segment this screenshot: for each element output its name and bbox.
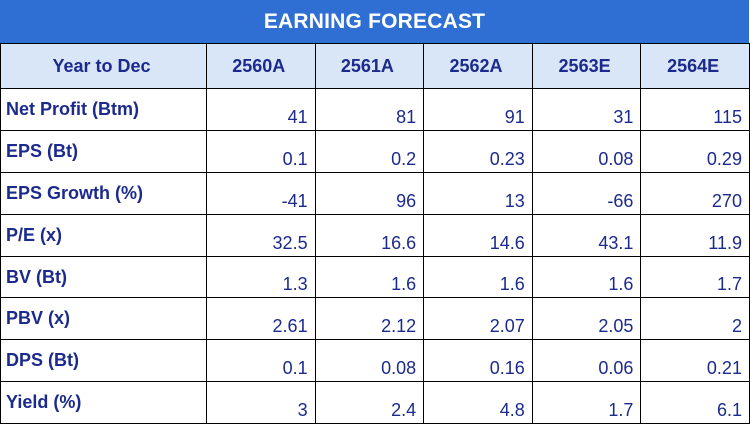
row-label: Net Profit (Btm) — [0, 88, 207, 131]
row-label: Yield (%) — [0, 381, 207, 424]
cell-value: 14.6 — [423, 213, 533, 257]
cell-value: 3 — [206, 381, 316, 424]
cell-value: 13 — [423, 171, 533, 215]
cell-value: 91 — [423, 88, 533, 131]
row-label: PBV (x) — [0, 297, 207, 341]
table-row: EPS (Bt) 0.1 0.2 0.23 0.08 0.29 — [0, 129, 750, 173]
header-row-label: Year to Dec — [0, 43, 207, 89]
cell-value: -66 — [531, 171, 642, 215]
row-label: EPS (Bt) — [0, 129, 207, 173]
cell-value: 0.1 — [206, 339, 316, 383]
cell-value: 11.9 — [640, 213, 750, 257]
cell-value: 0.29 — [640, 129, 750, 173]
header-year: 2563E — [531, 43, 642, 89]
cell-value: 96 — [314, 171, 425, 215]
cell-value: 41 — [206, 88, 316, 131]
cell-value: 43.1 — [531, 213, 642, 257]
earning-forecast-table: Year to Dec 2560A 2561A 2562A 2563E 2564… — [0, 43, 750, 424]
cell-value: 0.1 — [206, 129, 316, 173]
header-year: 2562A — [423, 43, 533, 89]
cell-value: 270 — [640, 171, 750, 215]
cell-value: 2 — [640, 297, 750, 341]
cell-value: 2.12 — [314, 297, 425, 341]
cell-value: 31 — [531, 88, 642, 131]
cell-value: 1.6 — [423, 255, 533, 299]
cell-value: 2.4 — [314, 381, 425, 424]
row-label: DPS (Bt) — [0, 339, 207, 383]
header-year: 2561A — [314, 43, 425, 89]
cell-value: 0.21 — [640, 339, 750, 383]
cell-value: 32.5 — [206, 213, 316, 257]
cell-value: -41 — [206, 171, 316, 215]
cell-value: 4.8 — [423, 381, 533, 424]
cell-value: 115 — [640, 88, 750, 131]
cell-value: 0.08 — [531, 129, 642, 173]
header-row: Year to Dec 2560A 2561A 2562A 2563E 2564… — [0, 43, 750, 89]
table-row: DPS (Bt) 0.1 0.08 0.16 0.06 0.21 — [0, 339, 750, 383]
cell-value: 1.7 — [531, 381, 642, 424]
cell-value: 0.2 — [314, 129, 425, 173]
table-row: P/E (x) 32.5 16.6 14.6 43.1 11.9 — [0, 213, 750, 257]
cell-value: 1.6 — [314, 255, 425, 299]
cell-value: 1.3 — [206, 255, 316, 299]
cell-value: 6.1 — [640, 381, 750, 424]
table-row: PBV (x) 2.61 2.12 2.07 2.05 2 — [0, 297, 750, 341]
cell-value: 0.06 — [531, 339, 642, 383]
table-title: EARNING FORECAST — [0, 0, 749, 43]
cell-value: 0.23 — [423, 129, 533, 173]
table-row: BV (Bt) 1.3 1.6 1.6 1.6 1.7 — [0, 255, 750, 299]
header-year: 2560A — [206, 43, 316, 89]
cell-value: 1.7 — [640, 255, 750, 299]
header-year: 2564E — [640, 43, 750, 89]
table-row: Net Profit (Btm) 41 81 91 31 115 — [0, 88, 750, 131]
row-label: BV (Bt) — [0, 255, 207, 299]
table-row: Yield (%) 3 2.4 4.8 1.7 6.1 — [0, 381, 750, 424]
cell-value: 2.61 — [206, 297, 316, 341]
row-label: P/E (x) — [0, 213, 207, 257]
cell-value: 16.6 — [314, 213, 425, 257]
table-row: EPS Growth (%) -41 96 13 -66 270 — [0, 171, 750, 215]
cell-value: 0.08 — [314, 339, 425, 383]
row-label: EPS Growth (%) — [0, 171, 207, 215]
cell-value: 2.07 — [423, 297, 533, 341]
cell-value: 81 — [314, 88, 425, 131]
cell-value: 2.05 — [531, 297, 642, 341]
cell-value: 1.6 — [531, 255, 642, 299]
cell-value: 0.16 — [423, 339, 533, 383]
